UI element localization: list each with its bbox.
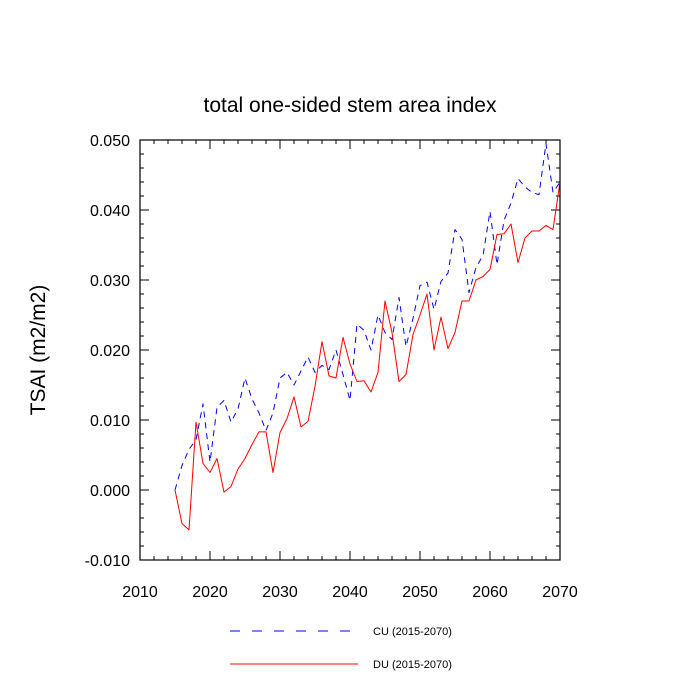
- axis-ticks: [139, 139, 561, 561]
- y-tick-label: -0.010: [85, 553, 130, 570]
- x-tick-label: 2030: [262, 584, 298, 601]
- y-tick-label: 0.010: [90, 413, 130, 430]
- series-lines: [174, 143, 561, 531]
- series-line-cu: [174, 143, 561, 491]
- chart-title: total one-sided stem area index: [203, 94, 497, 117]
- x-tick-label: 2020: [192, 584, 228, 601]
- y-tick-label: 0.040: [90, 203, 130, 220]
- series-line-du: [174, 181, 561, 531]
- x-tick-label: 2070: [542, 584, 578, 601]
- y-tick-label: 0.030: [90, 273, 130, 290]
- x-tick-label: 2050: [402, 584, 438, 601]
- x-tick-label: 2040: [332, 584, 368, 601]
- legend: CU (2015-2070) DU (2015-2070): [230, 626, 452, 671]
- y-tick-label: 0.050: [90, 133, 130, 150]
- x-tick-label: 2010: [122, 584, 158, 601]
- plot-frame: [139, 139, 561, 561]
- legend-label: DU (2015-2070): [373, 659, 452, 671]
- y-axis-label: TSAI (m2/m2): [27, 285, 50, 416]
- x-tick-label: 2060: [472, 584, 508, 601]
- y-tick-label: 0.020: [90, 343, 130, 360]
- y-tick-label: 0.000: [90, 483, 130, 500]
- axis-tick-labels: 2010 2020 2030 2040 2050 2060 2070 -0.010 0.000 0…: [85, 133, 578, 601]
- legend-label: CU (2015-2070): [373, 626, 452, 638]
